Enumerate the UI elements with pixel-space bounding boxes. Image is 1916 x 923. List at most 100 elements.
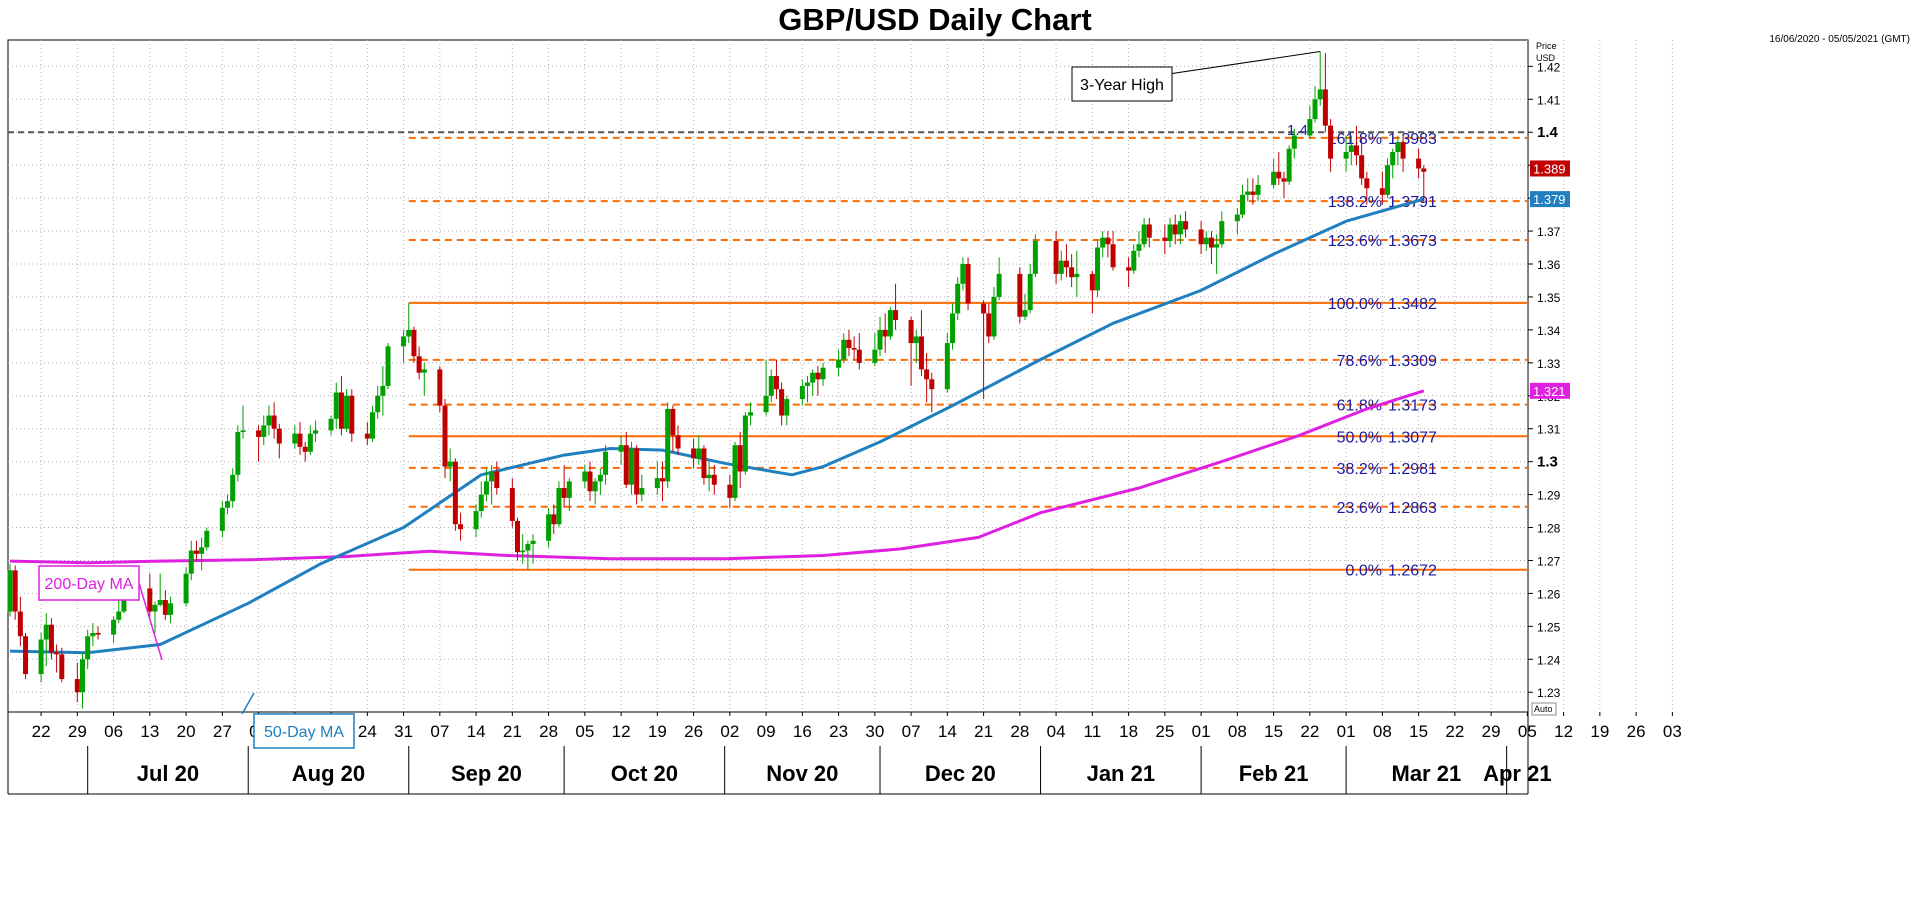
price-badge bbox=[1530, 191, 1570, 208]
candle-body bbox=[623, 445, 629, 485]
x-day-label: 28 bbox=[539, 722, 558, 741]
x-day-label: 07 bbox=[430, 722, 449, 741]
candle-body bbox=[271, 415, 277, 429]
x-day-label: 27 bbox=[213, 722, 232, 741]
candle-body bbox=[1032, 240, 1038, 274]
candle-body bbox=[204, 530, 210, 548]
x-day-label: 02 bbox=[720, 722, 739, 741]
x-day-label: 07 bbox=[902, 722, 921, 741]
candle-body bbox=[1307, 119, 1313, 136]
candle-body bbox=[1177, 221, 1183, 235]
annotation-50-day-ma-box bbox=[253, 713, 355, 749]
x-day-label: 12 bbox=[1554, 722, 1573, 741]
fib-value-label: 1.2863 bbox=[1388, 500, 1437, 517]
candle-body bbox=[80, 659, 86, 693]
candle-body bbox=[1022, 310, 1028, 317]
x-day-label: 16 bbox=[793, 722, 812, 741]
candle-body bbox=[292, 433, 298, 444]
price-badge bbox=[1530, 382, 1570, 399]
candle-body bbox=[54, 652, 60, 655]
candle-body bbox=[48, 624, 54, 653]
candle-body bbox=[380, 385, 386, 396]
candle-body bbox=[1110, 244, 1116, 268]
candle-body bbox=[1183, 221, 1189, 230]
annotation-3-year-high-box bbox=[1071, 66, 1173, 102]
auto-box bbox=[1531, 702, 1557, 716]
candle-body bbox=[1328, 125, 1334, 159]
x-month-label: Nov 20 bbox=[766, 761, 838, 786]
candle-body bbox=[592, 481, 598, 492]
annotation-50-day-ma-leader bbox=[241, 692, 255, 715]
candle-body bbox=[478, 494, 484, 512]
candle-body bbox=[805, 382, 811, 386]
annotation-3-year-high-leader bbox=[1161, 51, 1321, 76]
fib-percent-label: 123.6% bbox=[1328, 233, 1382, 250]
x-day-label: 12 bbox=[612, 722, 631, 741]
candle-body bbox=[302, 446, 308, 452]
candle-body bbox=[924, 369, 930, 380]
candle-body bbox=[634, 448, 640, 495]
candle-body bbox=[737, 445, 743, 472]
candle-body bbox=[442, 405, 448, 467]
candle-body bbox=[691, 448, 697, 459]
candle-body bbox=[654, 478, 660, 488]
fib-percent-label: 78.6% bbox=[1337, 353, 1382, 370]
candle-body bbox=[1400, 142, 1406, 159]
candle-body bbox=[1017, 273, 1023, 317]
candle-body bbox=[706, 474, 712, 479]
candle-body bbox=[960, 264, 966, 284]
candle-body bbox=[1255, 184, 1261, 195]
candle-body bbox=[452, 461, 458, 525]
x-day-label: 03 bbox=[1663, 722, 1682, 741]
x-day-label: 13 bbox=[140, 722, 159, 741]
candle-body bbox=[1245, 191, 1251, 195]
candle-body bbox=[1385, 165, 1391, 195]
candle-body bbox=[1395, 142, 1401, 152]
candle-body bbox=[17, 611, 23, 637]
candle-body bbox=[1348, 145, 1354, 152]
candle-body bbox=[147, 588, 153, 612]
x-month-label: Jul 20 bbox=[137, 761, 199, 786]
candle-body bbox=[1390, 152, 1396, 166]
candle-body bbox=[1312, 99, 1318, 120]
x-day-label: 05 bbox=[1518, 722, 1537, 741]
candle-body bbox=[1208, 237, 1214, 248]
candle-body bbox=[1281, 178, 1287, 182]
candle-body bbox=[660, 478, 666, 482]
x-day-label: 01 bbox=[1192, 722, 1211, 741]
candle-body bbox=[763, 395, 769, 413]
candle-body bbox=[276, 428, 282, 444]
annotation-200-day-ma-leader bbox=[138, 582, 163, 661]
x-day-label: 19 bbox=[1590, 722, 1609, 741]
fib-percent-label: 23.6% bbox=[1337, 500, 1382, 517]
price-badge-label: 1.321 bbox=[1533, 384, 1566, 399]
date-range: 16/06/2020 - 05/05/2021 (GMT) bbox=[1769, 34, 1910, 45]
candle-body bbox=[732, 445, 738, 498]
candle-body bbox=[1027, 273, 1033, 311]
x-day-label: 01 bbox=[1337, 722, 1356, 741]
price-badge-label: 1.389 bbox=[1533, 161, 1566, 176]
candle-body bbox=[344, 395, 350, 429]
ma200-line bbox=[9, 389, 1425, 565]
candle-body bbox=[406, 329, 412, 337]
candle-body bbox=[74, 679, 80, 693]
candle-body bbox=[929, 379, 935, 390]
candle-body bbox=[1343, 152, 1349, 159]
candle-body bbox=[711, 474, 717, 485]
candle-body bbox=[256, 430, 262, 437]
candle-body bbox=[670, 408, 676, 436]
x-day-label: 29 bbox=[1482, 722, 1501, 741]
y-tick-label: 1.34 bbox=[1537, 324, 1561, 338]
candle-body bbox=[157, 600, 163, 605]
candle-body bbox=[1131, 250, 1137, 271]
candle-body bbox=[701, 448, 707, 479]
x-day-label: 05 bbox=[575, 722, 594, 741]
candle-body bbox=[551, 514, 557, 525]
candle-body bbox=[7, 570, 13, 612]
candle-body bbox=[297, 433, 303, 447]
x-day-label: 23 bbox=[829, 722, 848, 741]
candle-body bbox=[1100, 237, 1106, 248]
candle-body bbox=[913, 336, 919, 344]
